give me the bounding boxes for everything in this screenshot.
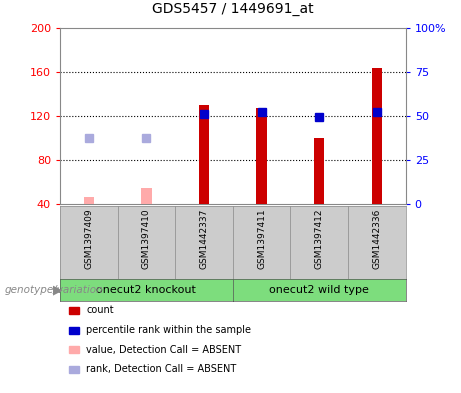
Bar	[199, 105, 209, 204]
Bar	[314, 138, 325, 204]
Bar	[83, 196, 94, 204]
Text: GDS5457 / 1449691_at: GDS5457 / 1449691_at	[152, 2, 313, 16]
Text: value, Detection Call = ABSENT: value, Detection Call = ABSENT	[86, 345, 241, 355]
Text: rank, Detection Call = ABSENT: rank, Detection Call = ABSENT	[86, 364, 236, 375]
Text: ▶: ▶	[53, 283, 63, 296]
Text: GSM1397412: GSM1397412	[315, 209, 324, 269]
Bar	[372, 68, 382, 204]
Text: GSM1397411: GSM1397411	[257, 209, 266, 269]
Text: percentile rank within the sample: percentile rank within the sample	[86, 325, 251, 335]
Text: GSM1397409: GSM1397409	[84, 209, 93, 269]
Text: count: count	[86, 305, 114, 316]
Text: onecut2 knockout: onecut2 knockout	[96, 285, 196, 295]
Text: GSM1397410: GSM1397410	[142, 209, 151, 269]
Text: GSM1442336: GSM1442336	[372, 209, 381, 269]
Bar	[256, 108, 267, 204]
Text: GSM1442337: GSM1442337	[200, 209, 208, 269]
Bar	[141, 188, 152, 204]
Text: onecut2 wild type: onecut2 wild type	[269, 285, 369, 295]
Text: genotype/variation: genotype/variation	[5, 285, 103, 295]
